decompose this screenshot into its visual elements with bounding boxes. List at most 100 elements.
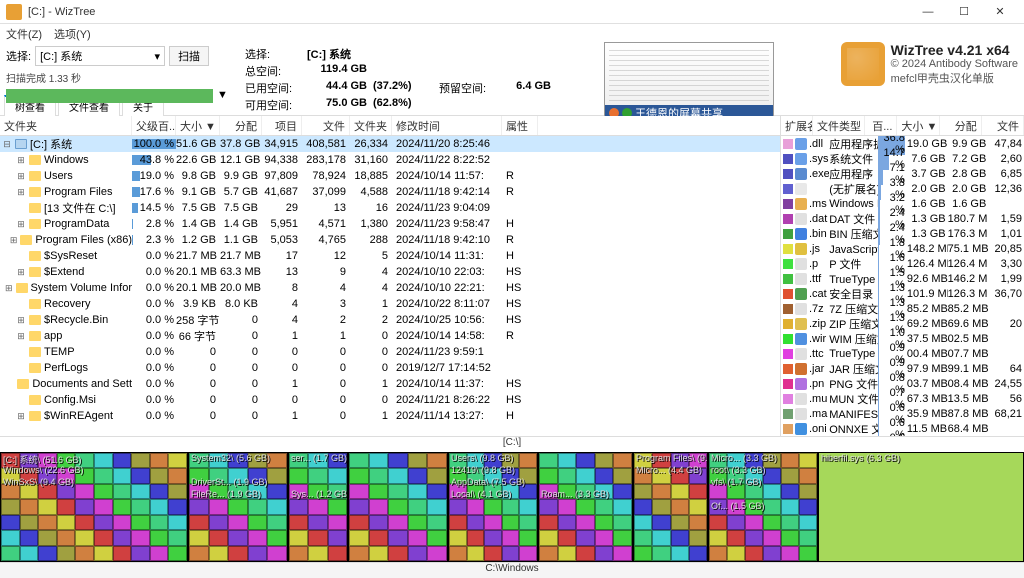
- row-attr: H: [502, 218, 538, 230]
- eh-ext[interactable]: 扩展名: [781, 116, 813, 135]
- row-modified: 2024/10/14 14:58:: [392, 330, 502, 342]
- stats-reserve-val: 6.4 GB: [501, 80, 551, 96]
- row-modified: 2024/10/10 22:21:: [392, 282, 502, 294]
- tree-row[interactable]: Recovery0.0 %3.9 KB8.0 KB4312024/10/22 8…: [0, 296, 780, 312]
- tree-row[interactable]: ⊞Windows43.8 %22.6 GB12.1 GB94,338283,17…: [0, 152, 780, 168]
- row-alloc: 0: [220, 362, 262, 374]
- row-folders: 288: [350, 234, 392, 246]
- tree-row[interactable]: ⊞Program Files (x86)2.3 %1.2 GB1.1 GB5,0…: [0, 232, 780, 248]
- app-copyright: © 2024 Antibody Software: [891, 58, 1018, 70]
- ext-files: 36,70: [988, 288, 1024, 300]
- expander-icon[interactable]: ⊞: [16, 171, 26, 182]
- maximize-button[interactable]: ☐: [946, 0, 982, 24]
- tree-row[interactable]: ⊟[C:] 系统100.0 %51.6 GB37.8 GB34,915408,5…: [0, 136, 780, 152]
- ext-color-swatch: [783, 199, 793, 209]
- th-folder[interactable]: 文件夹: [0, 116, 132, 135]
- th-alloc[interactable]: 分配: [220, 116, 262, 135]
- treemap-block[interactable]: ser... (1.7 GB)Sys... (1.2 GB): [288, 452, 348, 562]
- menu-options[interactable]: 选项(Y): [54, 26, 91, 42]
- row-pct: 0.0 %: [146, 282, 174, 294]
- treemap-block[interactable]: Micro... (3.3 GB)root\ (3.3 GB)vfs\ (1.7…: [708, 452, 818, 562]
- treemap[interactable]: [C:] 系统\ (51.6 GB)Windows\ (22.6 GB)WinS…: [0, 452, 1024, 562]
- th-folders[interactable]: 文件夹: [350, 116, 392, 135]
- expander-icon[interactable]: ⊞: [16, 155, 26, 166]
- tree-row[interactable]: ⊞$WinREAgent0.0 %001012024/11/14 13:27:H: [0, 408, 780, 424]
- tree-row[interactable]: Config.Msi0.0 %000002024/11/21 8:26:22HS: [0, 392, 780, 408]
- tree-row[interactable]: ⊞Users19.0 %9.8 GB9.9 GB97,80978,92418,8…: [0, 168, 780, 184]
- expander-icon[interactable]: ⊞: [16, 187, 26, 198]
- ext-name: .oni: [809, 423, 829, 435]
- eh-size[interactable]: 大小 ▼: [897, 116, 939, 135]
- scan-button[interactable]: 扫描: [169, 46, 209, 66]
- tree-row[interactable]: PerfLogs0.0 %000002019/12/7 17:14:52: [0, 360, 780, 376]
- row-name: System Volume Infor: [31, 282, 133, 294]
- row-alloc: 63.3 MB: [220, 266, 262, 278]
- th-modified[interactable]: 修改时间: [392, 116, 502, 135]
- expander-icon[interactable]: ⊞: [16, 411, 26, 422]
- ext-type-icon: [795, 333, 807, 345]
- row-items: 4: [262, 298, 302, 310]
- tree-row[interactable]: $SysReset0.0 %21.7 MB21.7 MB171252024/10…: [0, 248, 780, 264]
- eh-pct[interactable]: 百...: [865, 116, 897, 135]
- th-attr[interactable]: 属性: [502, 116, 538, 135]
- treemap-block[interactable]: Users\ (9.8 GB)12419\ (9.8 GB)AppData\ (…: [448, 452, 538, 562]
- ext-alloc: 146.2 MB: [948, 273, 989, 285]
- row-alloc: 5.7 GB: [220, 186, 262, 198]
- row-size: 20.1 MB: [176, 266, 220, 278]
- expander-icon[interactable]: ⊞: [16, 267, 26, 278]
- filter-icon[interactable]: ▼: [217, 89, 231, 103]
- treemap-block[interactable]: Program Files\ (9.1 GB)Micro... (4.4 GB): [633, 452, 708, 562]
- treemap-block[interactable]: [C:] 系统\ (51.6 GB)Windows\ (22.6 GB)WinS…: [0, 452, 188, 562]
- row-files: 37,099: [302, 186, 350, 198]
- screen-share-thumbnail[interactable]: 王德恩的屏幕共享: [604, 42, 774, 122]
- tree-row[interactable]: ⊞ProgramData2.8 %1.4 GB1.4 GB5,9514,5711…: [0, 216, 780, 232]
- expander-icon[interactable]: ⊞: [16, 331, 26, 342]
- tree-row[interactable]: [13 文件在 C:\]14.5 %7.5 GB7.5 GB2913162024…: [0, 200, 780, 216]
- ext-size: 92.6 MB: [907, 273, 948, 285]
- ext-type-icon: [795, 228, 807, 240]
- tree-rows[interactable]: ⊟[C:] 系统100.0 %51.6 GB37.8 GB34,915408,5…: [0, 136, 780, 436]
- expander-icon[interactable]: ⊞: [5, 283, 13, 294]
- ext-name: .cat: [809, 288, 829, 300]
- row-pct: 17.6 %: [140, 186, 174, 198]
- treemap-block[interactable]: [348, 452, 448, 562]
- eh-files[interactable]: 文件: [982, 116, 1024, 135]
- ext-rows[interactable]: .dll应用程序扩36.8 %19.0 GB9.9 GB47,84.sys系统文…: [781, 136, 1024, 436]
- expander-icon[interactable]: ⊞: [10, 235, 18, 246]
- row-alloc: 7.5 GB: [220, 202, 262, 214]
- tree-row[interactable]: ⊞Program Files17.6 %9.1 GB5.7 GB41,68737…: [0, 184, 780, 200]
- tree-row[interactable]: ⊞app0.0 %66 字节01102024/10/14 14:58:R: [0, 328, 780, 344]
- expander-icon[interactable]: ⊞: [16, 315, 26, 326]
- ext-pct: 0.6 %: [890, 432, 905, 437]
- expander-icon[interactable]: ⊟: [2, 139, 12, 150]
- drive-select[interactable]: [C:] 系统 ▾: [35, 46, 165, 66]
- stats-total-label: 总空间:: [245, 63, 301, 79]
- close-button[interactable]: ✕: [982, 0, 1018, 24]
- minimize-button[interactable]: —: [910, 0, 946, 24]
- treemap-label: WinSxS\ (9.4 GB): [3, 477, 74, 487]
- treemap-label: AppData\ (7.5 GB): [451, 477, 525, 487]
- eh-alloc[interactable]: 分配: [940, 116, 982, 135]
- th-pct[interactable]: 父级百...: [132, 116, 176, 135]
- row-attr: HS: [502, 266, 538, 278]
- tree-row[interactable]: Documents and Sett0.0 %001012024/10/14 1…: [0, 376, 780, 392]
- stats-used-label: 已用空间:: [245, 80, 301, 96]
- treemap-block[interactable]: hiberfil.sys (6.3 GB): [818, 452, 1024, 562]
- tree-row[interactable]: ⊞$Extend0.0 %20.1 MB63.3 MB13942024/10/1…: [0, 264, 780, 280]
- treemap-block[interactable]: System32\ (5.6 GB)DriverSt... (1.9 GB)Fi…: [188, 452, 288, 562]
- eh-type[interactable]: 文件类型: [813, 116, 865, 135]
- row-files: 2: [302, 314, 350, 326]
- menu-file[interactable]: 文件(Z): [6, 26, 42, 42]
- ext-color-swatch: [783, 424, 793, 434]
- th-files[interactable]: 文件: [302, 116, 350, 135]
- tree-row[interactable]: ⊞$Recycle.Bin0.0 %258 字节04222024/10/25 1…: [0, 312, 780, 328]
- tree-row[interactable]: ⊞System Volume Infor0.0 %20.1 MB20.0 MB8…: [0, 280, 780, 296]
- treemap-block[interactable]: Roam... (3.3 GB): [538, 452, 633, 562]
- th-size[interactable]: 大小 ▼: [176, 116, 220, 135]
- expander-icon[interactable]: ⊞: [16, 219, 26, 230]
- row-modified: 2024/10/22 8:11:07: [392, 298, 502, 310]
- th-items[interactable]: 项目: [262, 116, 302, 135]
- treemap-label: Micro... (3.3 GB): [711, 453, 777, 463]
- tree-row[interactable]: TEMP0.0 %000002024/11/23 9:59:1: [0, 344, 780, 360]
- drive-icon: [15, 139, 27, 149]
